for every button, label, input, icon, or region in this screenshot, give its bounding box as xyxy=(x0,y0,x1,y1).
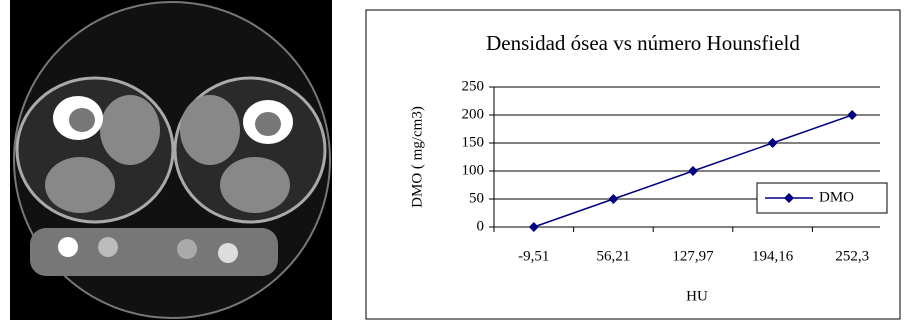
x-tick-label: 56,21 xyxy=(597,248,631,264)
y-tick-label: 100 xyxy=(462,162,485,178)
y-tick-label: 200 xyxy=(462,106,485,122)
y-axis-label: DMO ( mg/cm3) xyxy=(409,106,425,208)
chart-title: Densidad ósea vs número Hounsfield xyxy=(486,31,800,55)
y-tick-label: 150 xyxy=(462,134,485,150)
x-tick-label: 127,97 xyxy=(672,248,714,264)
x-tick-label: -9,51 xyxy=(518,248,549,264)
y-tick-label: 250 xyxy=(462,78,485,94)
x-tick-label: 194,16 xyxy=(752,248,794,264)
y-tick-label: 0 xyxy=(477,218,485,234)
page: Densidad ósea vs número Hounsfield HU DM… xyxy=(0,0,906,320)
y-tick-label: 50 xyxy=(469,190,484,206)
legend-label: DMO xyxy=(819,189,854,205)
x-tick-label: 252,3 xyxy=(835,248,869,264)
ct-scan-image xyxy=(10,0,332,320)
chart-frame xyxy=(366,10,900,319)
x-axis-label: HU xyxy=(686,288,708,304)
